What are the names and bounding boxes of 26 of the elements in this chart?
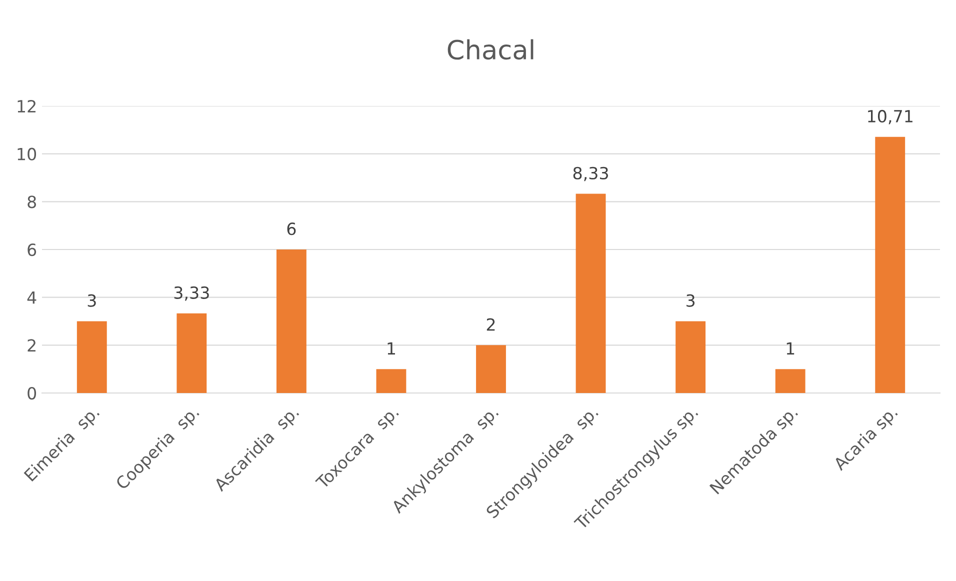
y-tick-label: 0	[28, 386, 36, 400]
y-tick-label: 8	[28, 196, 36, 208]
bar	[76, 321, 107, 393]
data-label: 3,33	[174, 286, 209, 301]
data-label: 2	[486, 318, 495, 331]
chart-title: Chacal	[448, 39, 534, 60]
data-label: 8,33	[573, 166, 608, 182]
y-tick-label: 6	[28, 243, 36, 256]
y-tick-label: 2	[28, 339, 36, 352]
bar	[476, 345, 506, 393]
data-label: 10,71	[868, 110, 912, 124]
bar	[376, 369, 406, 393]
y-tick-label: 10	[18, 148, 36, 160]
data-label: 6	[287, 222, 296, 236]
bar	[176, 313, 207, 393]
bar	[276, 250, 306, 393]
data-label: 1	[786, 342, 794, 355]
bar	[676, 321, 706, 393]
bar	[875, 136, 906, 393]
data-label: 3	[88, 294, 96, 307]
y-tick-label: 12	[18, 100, 36, 112]
y-tick-label: 4	[27, 292, 36, 304]
data-label: 3	[686, 294, 695, 307]
bar	[576, 194, 606, 393]
data-label: 1	[388, 342, 395, 355]
bar	[775, 369, 806, 393]
